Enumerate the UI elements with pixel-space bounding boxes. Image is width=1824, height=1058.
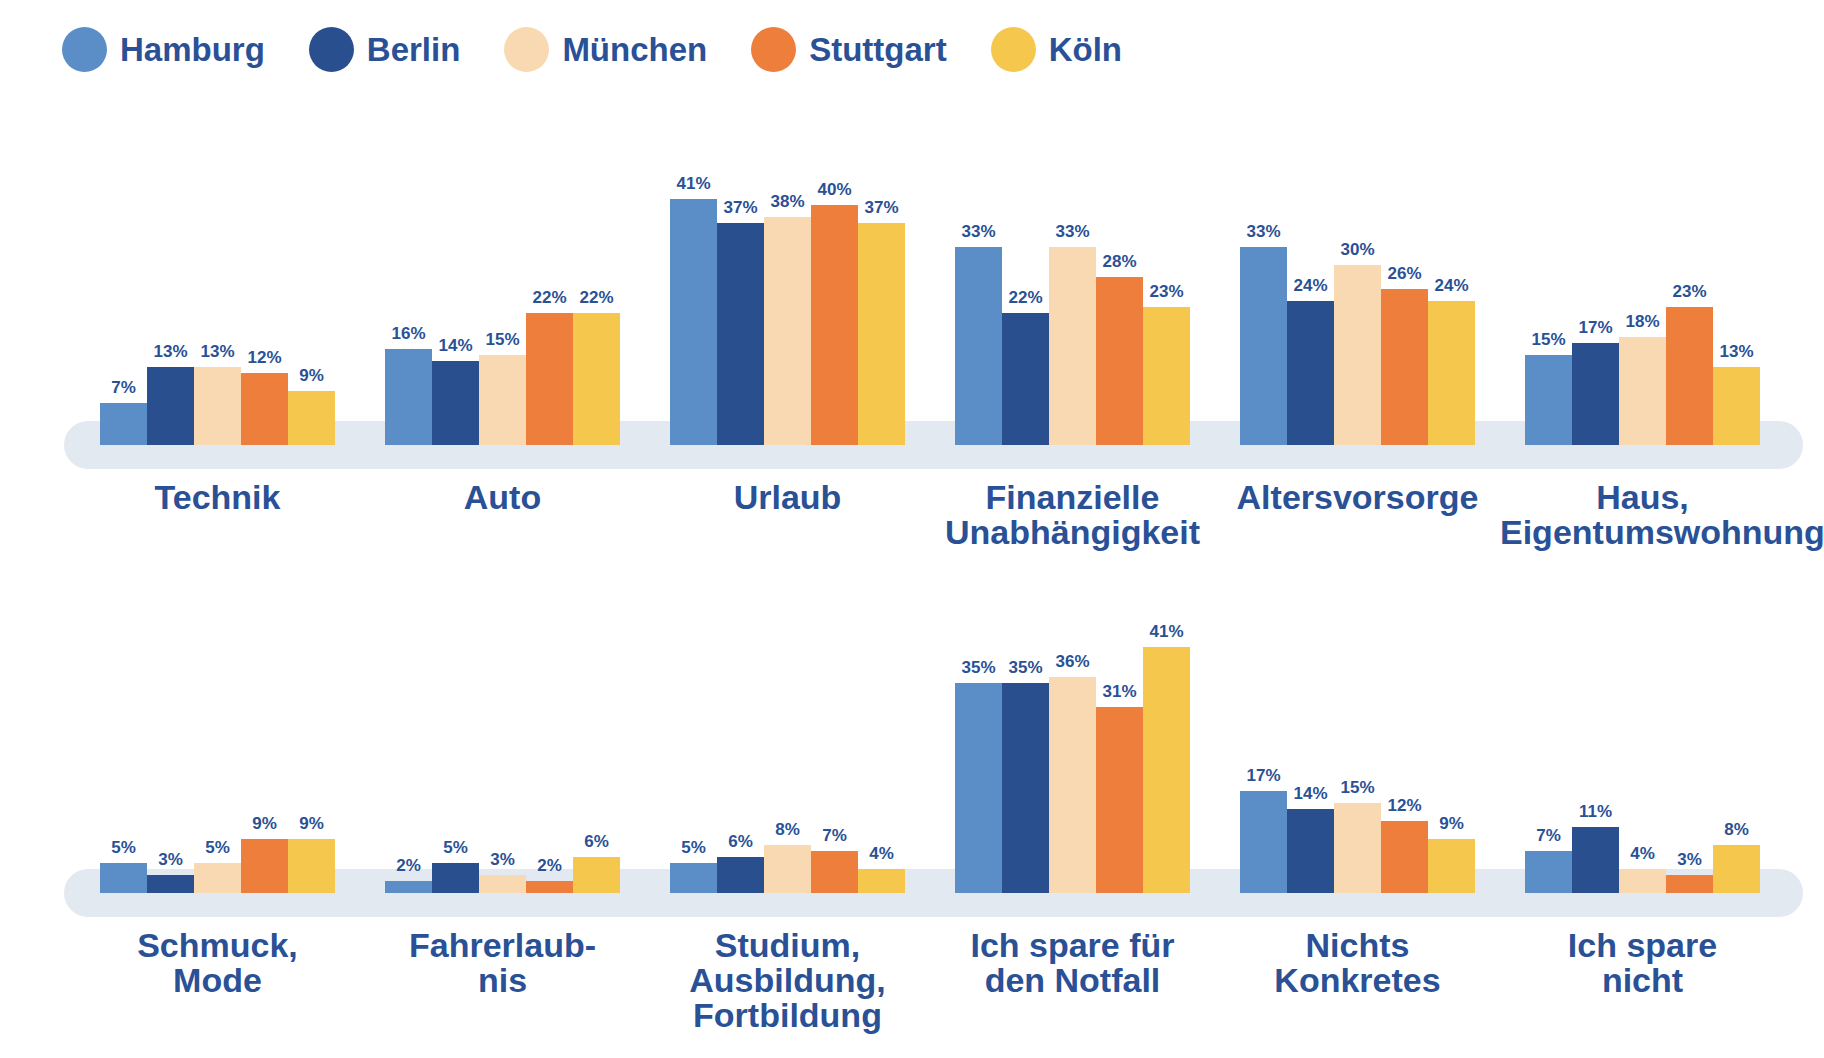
bar-koln-finanzielle xyxy=(1143,307,1190,445)
value-label-koln-haus: 13% xyxy=(1693,343,1780,361)
category-label-technik: Technik xyxy=(75,480,360,515)
bar-chart: HamburgBerlinMünchenStuttgartKöln 7%13%1… xyxy=(0,0,1824,1058)
value-label-koln-urlaub: 37% xyxy=(838,199,925,217)
bar-stuttgart-fahrerlaub xyxy=(526,881,573,893)
bar-koln-haus xyxy=(1713,367,1760,445)
bar-stuttgart-finanzielle xyxy=(1096,277,1143,445)
bar-koln-urlaub xyxy=(858,223,905,445)
category-label-auto: Auto xyxy=(360,480,645,515)
value-label-hamburg-altersvorsorge: 33% xyxy=(1220,223,1307,241)
bar-berlin-finanzielle xyxy=(1002,313,1049,445)
category-label-ich-spare-fur: Ich spare für den Notfall xyxy=(930,928,1215,998)
bar-munchen-nichts xyxy=(1334,803,1381,893)
bar-berlin-ich-spare-fur xyxy=(1002,683,1049,893)
value-label-koln-ich-spare: 8% xyxy=(1693,821,1780,839)
value-label-koln-finanzielle: 23% xyxy=(1123,283,1210,301)
bar-hamburg-studium xyxy=(670,863,717,893)
bar-koln-studium xyxy=(858,869,905,893)
bar-koln-nichts xyxy=(1428,839,1475,893)
bar-hamburg-nichts xyxy=(1240,791,1287,893)
category-label-studium: Studium, Ausbildung, Fortbildung xyxy=(645,928,930,1033)
bar-munchen-auto xyxy=(479,355,526,445)
value-label-stuttgart-urlaub: 40% xyxy=(791,181,878,199)
bar-berlin-nichts xyxy=(1287,809,1334,893)
bar-koln-ich-spare xyxy=(1713,845,1760,893)
value-label-koln-technik: 9% xyxy=(268,367,355,385)
bar-stuttgart-urlaub xyxy=(811,205,858,445)
value-label-koln-schmuck: 9% xyxy=(268,815,355,833)
value-label-koln-fahrerlaub: 6% xyxy=(553,833,640,851)
bar-koln-auto xyxy=(573,313,620,445)
category-label-altersvorsorge: Altersvorsorge xyxy=(1215,480,1500,515)
bar-munchen-ich-spare-fur xyxy=(1049,677,1096,893)
category-label-fahrerlaub: Fahrerlaub- nis xyxy=(360,928,645,998)
category-label-schmuck: Schmuck, Mode xyxy=(75,928,360,998)
bar-munchen-fahrerlaub xyxy=(479,875,526,893)
bar-munchen-studium xyxy=(764,845,811,893)
value-label-hamburg-urlaub: 41% xyxy=(650,175,737,193)
value-label-munchen-nichts: 15% xyxy=(1314,779,1401,797)
bar-hamburg-finanzielle xyxy=(955,247,1002,445)
bar-berlin-altersvorsorge xyxy=(1287,301,1334,445)
bar-berlin-studium xyxy=(717,857,764,893)
bar-stuttgart-auto xyxy=(526,313,573,445)
bar-berlin-schmuck xyxy=(147,875,194,893)
value-label-stuttgart-haus: 23% xyxy=(1646,283,1733,301)
value-label-stuttgart-nichts: 12% xyxy=(1361,797,1448,815)
value-label-munchen-altersvorsorge: 30% xyxy=(1314,241,1401,259)
bar-hamburg-ich-spare-fur xyxy=(955,683,1002,893)
value-label-koln-altersvorsorge: 24% xyxy=(1408,277,1495,295)
bar-munchen-technik xyxy=(194,367,241,445)
value-label-hamburg-nichts: 17% xyxy=(1220,767,1307,785)
bar-stuttgart-ich-spare xyxy=(1666,875,1713,893)
value-label-munchen-finanzielle: 33% xyxy=(1029,223,1116,241)
value-label-koln-ich-spare-fur: 41% xyxy=(1123,623,1210,641)
bar-hamburg-fahrerlaub xyxy=(385,881,432,893)
category-label-nichts: Nichts Konkretes xyxy=(1215,928,1500,998)
bar-hamburg-haus xyxy=(1525,355,1572,445)
bar-koln-schmuck xyxy=(288,839,335,893)
value-label-munchen-ich-spare-fur: 36% xyxy=(1029,653,1116,671)
bar-munchen-schmuck xyxy=(194,863,241,893)
bar-koln-technik xyxy=(288,391,335,445)
bar-berlin-haus xyxy=(1572,343,1619,445)
bar-munchen-urlaub xyxy=(764,217,811,445)
bar-stuttgart-altersvorsorge xyxy=(1381,289,1428,445)
value-label-stuttgart-technik: 12% xyxy=(221,349,308,367)
value-label-berlin-ich-spare: 11% xyxy=(1552,803,1639,821)
bar-stuttgart-ich-spare-fur xyxy=(1096,707,1143,893)
category-label-urlaub: Urlaub xyxy=(645,480,930,515)
chart-area: 7%13%13%12%9%Technik16%14%15%22%22%Auto4… xyxy=(0,0,1824,1058)
bar-hamburg-technik xyxy=(100,403,147,445)
bar-munchen-ich-spare xyxy=(1619,869,1666,893)
category-label-ich-spare: Ich spare nicht xyxy=(1500,928,1785,998)
bar-hamburg-ich-spare xyxy=(1525,851,1572,893)
value-label-koln-nichts: 9% xyxy=(1408,815,1495,833)
bar-stuttgart-schmuck xyxy=(241,839,288,893)
bar-berlin-auto xyxy=(432,361,479,445)
value-label-stuttgart-finanzielle: 28% xyxy=(1076,253,1163,271)
value-label-stuttgart-studium: 7% xyxy=(791,827,878,845)
category-label-finanzielle: Finanzielle Unabhängigkeit xyxy=(930,480,1215,550)
bar-munchen-finanzielle xyxy=(1049,247,1096,445)
value-label-koln-auto: 22% xyxy=(553,289,640,307)
bar-munchen-haus xyxy=(1619,337,1666,445)
bar-hamburg-auto xyxy=(385,349,432,445)
bar-munchen-altersvorsorge xyxy=(1334,265,1381,445)
bar-stuttgart-haus xyxy=(1666,307,1713,445)
bar-berlin-urlaub xyxy=(717,223,764,445)
value-label-hamburg-finanzielle: 33% xyxy=(935,223,1022,241)
bar-hamburg-urlaub xyxy=(670,199,717,445)
value-label-koln-studium: 4% xyxy=(838,845,925,863)
category-label-haus: Haus, Eigentumswohnung xyxy=(1500,480,1785,550)
bar-koln-ich-spare-fur xyxy=(1143,647,1190,893)
bar-berlin-technik xyxy=(147,367,194,445)
bar-koln-altersvorsorge xyxy=(1428,301,1475,445)
bar-koln-fahrerlaub xyxy=(573,857,620,893)
